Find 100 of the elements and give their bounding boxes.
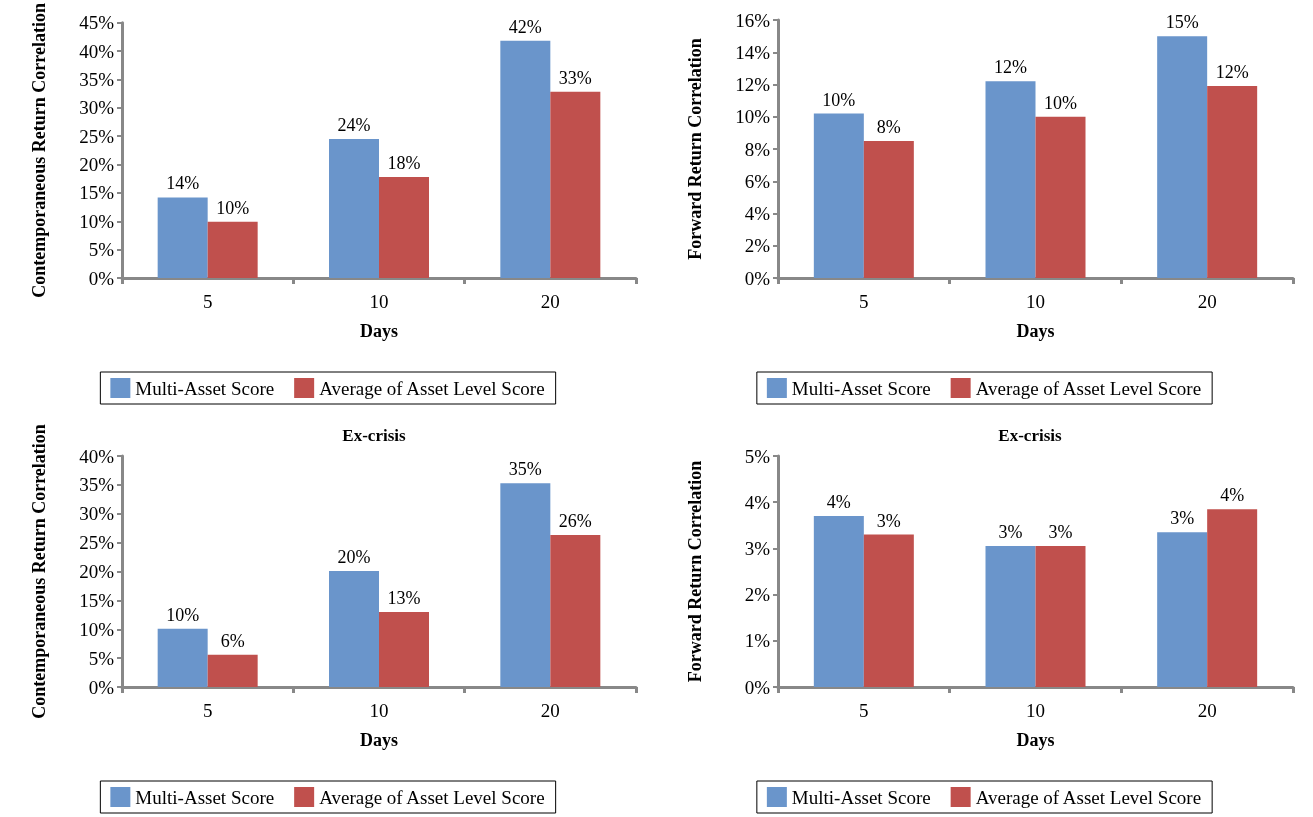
bar <box>863 140 914 278</box>
bar <box>329 138 379 278</box>
legend-label: Multi-Asset Score <box>791 786 931 808</box>
x-axis-title: Days <box>359 730 399 750</box>
y-tick-label: 5% <box>88 239 115 261</box>
x-tick-label: 5 <box>859 291 869 312</box>
y-tick-label: 0% <box>744 267 771 289</box>
chart-title: Ex-crisis <box>998 426 1063 445</box>
y-tick-label: 35% <box>79 474 115 496</box>
y-tick-label: 12% <box>735 74 771 95</box>
y-tick-label: 10% <box>79 618 115 640</box>
data-label: 4% <box>826 492 851 513</box>
x-tick-label: 5 <box>202 700 213 721</box>
x-axis-title: Days <box>1016 321 1055 341</box>
x-axis-title: Days <box>1016 730 1055 750</box>
x-tick-label: 20 <box>1197 700 1217 721</box>
data-label: 13% <box>387 587 421 608</box>
bar <box>157 197 208 278</box>
x-tick-label: 20 <box>1197 291 1217 312</box>
x-tick-label: 5 <box>859 700 869 721</box>
y-tick-label: 1% <box>744 630 771 652</box>
y-tick-label: 25% <box>79 532 115 554</box>
data-label: 26% <box>558 511 592 532</box>
legend-label: Multi-Asset Score <box>791 377 931 399</box>
x-tick-label: 20 <box>540 291 560 312</box>
y-tick-label: 30% <box>79 97 115 119</box>
data-label: 8% <box>876 116 901 137</box>
bar <box>500 483 551 687</box>
y-tick-label: 8% <box>744 138 771 160</box>
legend-label: Multi-Asset Score <box>135 377 275 399</box>
x-axis-title: Days <box>359 321 399 341</box>
y-axis-title: Contemporaneous Return Correlation <box>29 2 49 298</box>
data-label: 20% <box>337 546 371 567</box>
data-label: 35% <box>508 459 542 480</box>
bar <box>207 221 258 278</box>
data-label: 6% <box>220 630 245 651</box>
y-tick-label: 25% <box>79 125 115 147</box>
bar <box>379 176 429 278</box>
data-label: 12% <box>994 57 1027 78</box>
y-tick-label: 10% <box>735 106 771 128</box>
y-tick-label: 4% <box>744 203 771 224</box>
data-label: 18% <box>387 152 421 173</box>
bar <box>500 40 551 278</box>
x-tick-label: 10 <box>369 700 389 721</box>
x-tick-label: 5 <box>202 291 213 312</box>
y-tick-label: 40% <box>79 445 115 467</box>
legend-label: Average of Asset Level Score <box>975 377 1202 399</box>
bar <box>1157 36 1208 278</box>
bar <box>1035 546 1086 687</box>
y-tick-label: 15% <box>79 589 115 611</box>
bar <box>379 611 429 687</box>
y-axis-title: Contemporaneous Return Correlation <box>29 424 49 719</box>
data-label: 10% <box>166 604 200 625</box>
y-tick-label: 0% <box>88 267 115 289</box>
bar <box>813 516 864 687</box>
bar <box>1157 532 1208 687</box>
y-tick-label: 3% <box>744 537 771 559</box>
y-tick-label: 0% <box>88 676 115 698</box>
legend-label: Average of Asset Level Score <box>319 377 545 399</box>
legend-label: Average of Asset Level Score <box>319 786 545 808</box>
data-label: 42% <box>508 16 542 37</box>
y-tick-label: 5% <box>744 445 771 467</box>
bar <box>207 654 258 687</box>
data-label: 3% <box>876 510 901 531</box>
bar <box>863 534 914 687</box>
x-tick-label: 10 <box>369 291 389 312</box>
data-label: 33% <box>558 67 592 88</box>
data-label: 10% <box>216 197 250 218</box>
bar <box>550 91 601 278</box>
y-tick-label: 20% <box>79 154 115 176</box>
y-axis-title: Forward Return Correlation <box>685 38 705 260</box>
legend-label: Average of Asset Level Score <box>975 786 1202 808</box>
data-label: 3% <box>998 522 1023 543</box>
data-label: 3% <box>1170 508 1195 529</box>
data-label: 10% <box>1044 92 1077 113</box>
bar <box>329 570 379 687</box>
bar <box>1207 86 1258 278</box>
data-label: 15% <box>1165 12 1199 33</box>
bar <box>1207 509 1258 687</box>
y-tick-label: 6% <box>744 170 771 192</box>
data-label: 4% <box>1220 485 1245 506</box>
bar <box>550 535 601 687</box>
y-axis-title: Forward Return Correlation <box>685 460 705 683</box>
chart-title: Ex-crisis <box>342 426 407 445</box>
y-tick-label: 14% <box>735 41 771 63</box>
y-tick-label: 0% <box>744 676 771 698</box>
bar <box>813 113 864 278</box>
y-tick-label: 2% <box>744 584 771 606</box>
x-tick-label: 10 <box>1026 700 1045 721</box>
data-label: 10% <box>822 89 856 110</box>
y-tick-label: 30% <box>79 503 115 525</box>
bar <box>1035 116 1086 278</box>
bar <box>985 81 1036 278</box>
data-label: 24% <box>337 114 371 135</box>
bar <box>157 628 208 687</box>
y-tick-label: 16% <box>735 9 771 31</box>
data-label: 3% <box>1048 522 1073 543</box>
data-label: 12% <box>1215 62 1249 83</box>
y-tick-label: 2% <box>744 235 771 257</box>
x-tick-label: 20 <box>540 700 560 721</box>
